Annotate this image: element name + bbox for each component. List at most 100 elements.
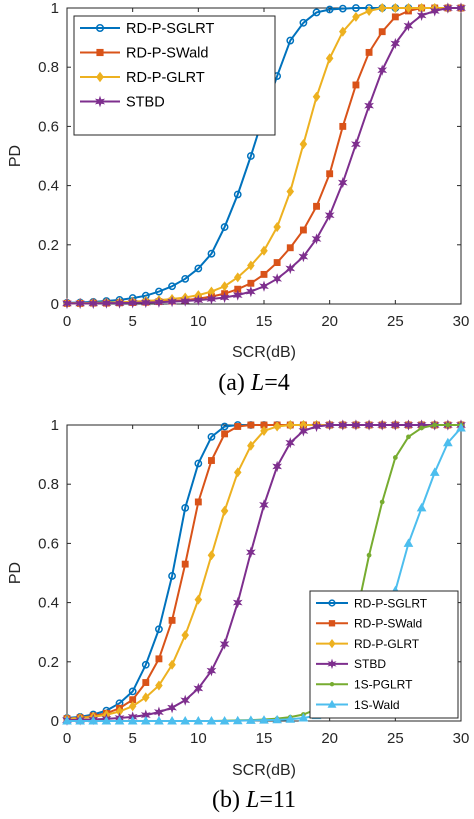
data-point xyxy=(94,95,106,108)
data-point xyxy=(233,467,242,478)
data-point xyxy=(299,18,308,27)
data-point xyxy=(416,502,427,512)
data-point xyxy=(403,419,414,431)
data-point xyxy=(168,282,176,291)
data-point xyxy=(390,37,401,50)
data-point xyxy=(246,152,255,160)
y-tick-label: 0.6 xyxy=(38,118,59,135)
x-tick-label: 20 xyxy=(321,730,338,747)
data-point xyxy=(313,202,320,210)
data-point xyxy=(127,297,138,309)
data-point xyxy=(286,244,294,252)
caption-prefix: (b) xyxy=(212,787,246,813)
data-point xyxy=(142,679,150,686)
data-point xyxy=(378,28,386,36)
data-point xyxy=(429,467,440,476)
data-point xyxy=(364,100,374,112)
data-point xyxy=(140,296,151,309)
x-axis-label: SCR(dB) xyxy=(232,762,296,779)
data-point xyxy=(311,233,322,245)
data-point xyxy=(259,715,269,724)
y-axis-label: PD xyxy=(7,562,24,584)
y-tick-label: 0 xyxy=(51,296,59,313)
legend-item: RD-P-SWald xyxy=(316,617,422,631)
series-stbd xyxy=(62,2,466,310)
y-tick-label: 0.6 xyxy=(38,535,59,552)
data-point xyxy=(456,422,466,432)
chart-panel-a: 0 5 10 15 20 25 30 0 0.2 0.4 0.6 0.8 1 SCR(dB) PD RD-P-… xyxy=(7,0,469,396)
data-point xyxy=(419,425,424,431)
caption-variable: L xyxy=(245,787,259,813)
y-tick-label: 1 xyxy=(51,417,59,434)
caption-suffix: =4 xyxy=(264,370,290,396)
data-point xyxy=(391,2,400,14)
data-point xyxy=(140,716,151,725)
y-axis-label: PD xyxy=(7,145,24,167)
data-point xyxy=(142,692,150,703)
data-point xyxy=(233,190,242,199)
data-point xyxy=(114,297,125,309)
data-point xyxy=(285,437,296,449)
data-point xyxy=(88,716,99,725)
data-point xyxy=(366,552,372,558)
data-point xyxy=(406,434,411,440)
data-point xyxy=(207,432,216,441)
data-point xyxy=(364,419,374,431)
legend-label: RD-P-SWald xyxy=(126,46,208,62)
legend-label: STBD xyxy=(354,657,386,671)
data-point xyxy=(326,170,334,178)
data-point xyxy=(247,421,255,429)
data-point xyxy=(365,48,373,56)
data-point xyxy=(219,716,230,725)
data-point xyxy=(352,4,360,12)
data-point xyxy=(155,287,163,296)
data-point xyxy=(232,596,243,609)
data-point xyxy=(392,455,398,460)
data-point xyxy=(351,138,361,150)
caption-suffix: =11 xyxy=(259,787,296,813)
data-point xyxy=(328,638,336,649)
data-point xyxy=(128,701,137,712)
data-point xyxy=(193,716,204,725)
data-point xyxy=(403,20,414,32)
x-tick-label: 30 xyxy=(453,730,470,747)
legend-item: STBD xyxy=(316,657,386,671)
data-point xyxy=(206,293,217,305)
data-point xyxy=(247,279,255,287)
data-point xyxy=(194,459,203,468)
data-point xyxy=(324,209,335,221)
data-point xyxy=(432,422,438,428)
data-point xyxy=(286,36,295,45)
data-point xyxy=(339,122,347,130)
data-point xyxy=(299,226,307,234)
x-tick-label: 15 xyxy=(256,730,273,747)
data-point xyxy=(194,264,203,273)
y-tick-label: 0.8 xyxy=(38,59,59,76)
data-point xyxy=(338,4,347,13)
data-point xyxy=(352,11,360,22)
data-point xyxy=(168,659,176,670)
data-point xyxy=(155,655,163,663)
x-tick-label: 25 xyxy=(387,313,404,330)
data-point xyxy=(260,425,268,436)
y-tick-label: 0.2 xyxy=(38,237,59,254)
data-point xyxy=(233,272,242,283)
data-point xyxy=(273,259,281,266)
data-point xyxy=(445,422,451,428)
data-point xyxy=(272,273,283,285)
data-point xyxy=(351,419,361,431)
data-point xyxy=(272,460,283,473)
legend-label: 1S-Wald xyxy=(354,698,400,712)
data-point xyxy=(272,714,282,724)
data-point xyxy=(337,176,348,189)
x-tick-label: 10 xyxy=(190,313,207,330)
data-point xyxy=(246,715,256,724)
data-point xyxy=(312,8,321,17)
data-point xyxy=(232,289,243,301)
x-tick-label: 0 xyxy=(63,313,71,330)
y-tick-label: 0.4 xyxy=(38,595,59,612)
data-point xyxy=(247,440,255,451)
data-point xyxy=(352,81,360,89)
data-point xyxy=(220,281,229,292)
